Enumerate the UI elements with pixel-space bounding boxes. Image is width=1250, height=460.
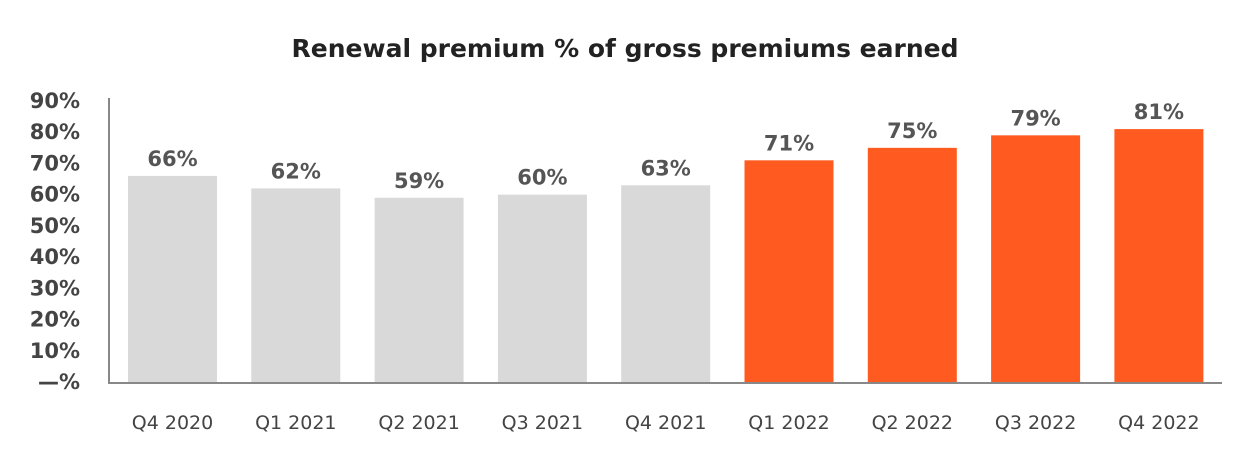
y-tick-label: 80% <box>30 120 80 144</box>
x-tick-label: Q1 2022 <box>748 412 829 434</box>
x-tick-label: Q3 2022 <box>995 412 1076 434</box>
x-tick-label: Q1 2021 <box>255 412 336 434</box>
bar <box>621 185 711 382</box>
data-label: 79% <box>1010 106 1060 130</box>
bar <box>744 160 834 382</box>
x-tick-label: Q3 2021 <box>502 412 583 434</box>
bar <box>497 194 587 382</box>
bar <box>128 175 217 382</box>
x-tick-label: Q2 2021 <box>378 412 459 434</box>
bar <box>991 135 1081 382</box>
chart-title: Renewal premium % of gross premiums earn… <box>291 34 959 63</box>
y-tick-label: 50% <box>30 214 80 238</box>
y-tick-label: 60% <box>30 183 80 207</box>
bar <box>374 197 464 382</box>
data-label: 81% <box>1134 100 1184 124</box>
y-tick-label: 20% <box>30 308 80 332</box>
y-tick-label: 90% <box>30 89 80 113</box>
y-tick-label: —% <box>38 370 80 394</box>
x-tick-label: Q2 2022 <box>872 412 953 434</box>
data-label: 59% <box>394 169 444 193</box>
data-label: 71% <box>764 131 814 155</box>
bar <box>867 147 957 382</box>
y-tick-label: 10% <box>30 339 80 363</box>
data-label: 75% <box>887 119 937 143</box>
x-tick-label: Q4 2022 <box>1118 412 1199 434</box>
data-label: 62% <box>271 159 321 183</box>
x-tick-label: Q4 2020 <box>132 412 213 434</box>
data-label: 66% <box>147 147 197 171</box>
x-tick-label: Q4 2021 <box>625 412 706 434</box>
bar <box>251 188 341 382</box>
y-tick-label: 70% <box>30 151 80 175</box>
data-label: 63% <box>641 156 691 180</box>
y-tick-label: 30% <box>30 276 80 300</box>
bar <box>1114 129 1204 382</box>
y-tick-label: 40% <box>30 245 80 269</box>
data-label: 60% <box>517 166 567 190</box>
